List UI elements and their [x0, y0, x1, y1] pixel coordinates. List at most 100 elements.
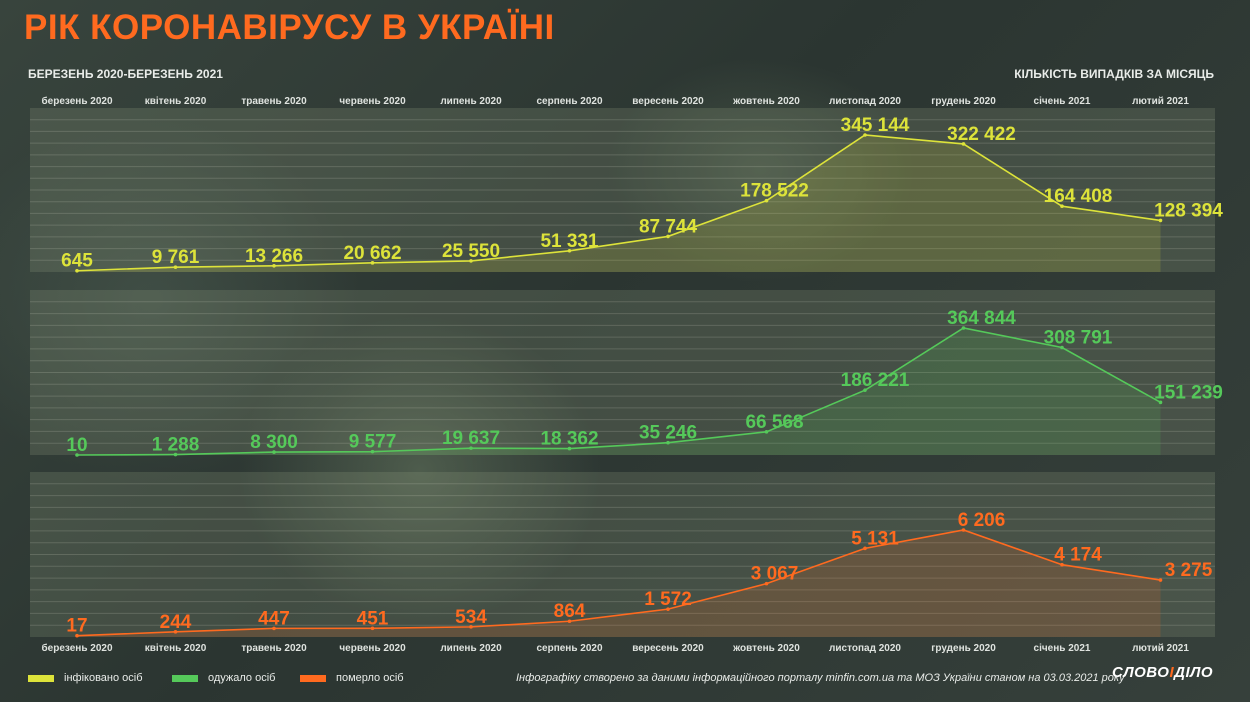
data-label-died: 17 — [66, 616, 87, 637]
panel-recovered — [30, 290, 1215, 455]
x-tick-label-bottom: жовтень 2020 — [732, 643, 800, 654]
brand-logo-right: ДІЛО — [1174, 664, 1214, 681]
point-recovered — [370, 449, 375, 454]
data-label-infected: 20 662 — [343, 243, 401, 264]
data-label-died: 534 — [455, 607, 487, 628]
brand-logo: СЛОВОІДІЛО — [1112, 664, 1213, 681]
data-label-infected: 25 550 — [442, 241, 500, 262]
data-label-recovered: 151 239 — [1154, 382, 1223, 403]
x-tick-label-top: червень 2020 — [339, 96, 406, 107]
point-died — [272, 626, 276, 631]
x-tick-label-top: лютий 2021 — [1132, 96, 1189, 107]
x-tick-label-top: серпень 2020 — [536, 96, 602, 107]
point-recovered — [961, 326, 966, 330]
data-label-died: 3 067 — [751, 564, 799, 585]
data-label-recovered: 19 637 — [442, 428, 500, 449]
legend-item-infected: інфіковано осіб — [28, 672, 143, 684]
page-title: РІК КОРОНАВІРУСУ В УКРАЇНІ — [24, 8, 555, 47]
data-label-infected: 87 744 — [639, 216, 698, 237]
data-label-died: 6 206 — [958, 510, 1006, 531]
period-subtitle: БЕРЕЗЕНЬ 2020-БЕРЕЗЕНЬ 2021 — [28, 67, 223, 81]
x-tick-label-top: жовтень 2020 — [732, 96, 800, 107]
area-died — [77, 530, 1161, 637]
point-infected — [469, 259, 473, 263]
data-label-died: 447 — [258, 608, 290, 629]
data-label-died: 4 174 — [1054, 545, 1102, 566]
data-label-infected: 322 422 — [947, 124, 1016, 145]
point-died — [863, 546, 867, 551]
legend-label-infected: інфіковано осіб — [64, 672, 143, 684]
point-recovered — [1158, 400, 1163, 405]
point-died — [1158, 578, 1163, 582]
point-recovered — [666, 440, 670, 445]
data-label-infected: 9 761 — [152, 247, 200, 268]
data-label-died: 3 275 — [1165, 560, 1213, 581]
point-recovered — [1060, 345, 1064, 350]
brand-logo-mark: І — [1169, 664, 1175, 681]
legend-label-died: померло осіб — [336, 672, 404, 684]
data-label-died: 864 — [554, 601, 586, 622]
point-infected — [173, 265, 178, 269]
x-tick-label-top: березень 2020 — [41, 95, 112, 107]
point-infected — [370, 261, 375, 265]
data-label-recovered: 186 221 — [841, 370, 910, 391]
x-tick-label-bottom: серпень 2020 — [536, 643, 602, 654]
source-note: Інфографіку створено за даними інформаці… — [516, 672, 1125, 684]
legend-label-recovered: одужало осіб — [208, 672, 276, 684]
point-recovered — [272, 450, 276, 454]
data-label-recovered: 9 577 — [349, 432, 397, 453]
data-label-recovered: 10 — [66, 435, 87, 456]
data-label-died: 1 572 — [644, 589, 692, 610]
x-tick-label-bottom: липень 2020 — [440, 643, 502, 654]
point-died — [469, 625, 473, 629]
line-recovered — [76, 327, 1161, 456]
point-infected — [961, 142, 966, 146]
data-label-recovered: 35 246 — [639, 423, 697, 444]
unit-note: КІЛЬКІСТЬ ВИПАДКІВ ЗА МІСЯЦЬ — [1014, 67, 1214, 81]
data-label-infected: 51 331 — [540, 231, 599, 252]
x-tick-label-bottom: березень 2020 — [41, 642, 112, 654]
point-died — [1060, 562, 1064, 567]
point-died — [961, 528, 966, 532]
line-infected — [76, 134, 1161, 272]
point-infected — [764, 198, 769, 203]
point-died — [173, 630, 178, 634]
point-infected — [75, 268, 79, 273]
data-label-died: 5 131 — [851, 528, 899, 549]
panel-infected — [30, 108, 1215, 272]
legend-swatch-died — [300, 674, 326, 682]
data-label-infected: 645 — [61, 251, 93, 272]
legend-item-recovered: одужало осіб — [172, 672, 275, 684]
data-label-infected: 345 144 — [841, 115, 910, 136]
x-tick-label-bottom: листопад 2020 — [829, 643, 901, 654]
point-infected — [1060, 204, 1064, 209]
data-label-infected: 128 394 — [1154, 200, 1223, 221]
point-died — [567, 619, 572, 624]
data-label-died: 451 — [357, 608, 389, 629]
point-recovered — [173, 452, 178, 457]
x-tick-label-top: липень 2020 — [440, 96, 502, 107]
x-tick-label-top: грудень 2020 — [931, 96, 996, 107]
legend-swatch-infected — [28, 674, 54, 682]
x-tick-label-top: травень 2020 — [241, 96, 307, 107]
legend-swatch-recovered — [172, 674, 198, 682]
point-infected — [272, 263, 276, 268]
point-recovered — [469, 446, 473, 450]
point-infected — [666, 234, 670, 239]
point-recovered — [75, 453, 79, 457]
x-tick-label-top: вересень 2020 — [632, 96, 704, 107]
point-infected — [1158, 218, 1163, 223]
x-tick-label-bottom: січень 2021 — [1034, 643, 1091, 654]
line-died — [76, 529, 1161, 637]
point-infected — [863, 133, 867, 137]
x-tick-label-top: січень 2021 — [1034, 96, 1091, 107]
x-tick-label-bottom: вересень 2020 — [632, 643, 704, 654]
data-label-infected: 178 522 — [740, 181, 809, 202]
data-label-died: 244 — [160, 612, 192, 633]
point-died — [666, 607, 670, 611]
data-label-infected: 13 266 — [245, 246, 303, 267]
x-tick-label-bottom: квітень 2020 — [145, 643, 207, 654]
point-recovered — [567, 446, 572, 451]
